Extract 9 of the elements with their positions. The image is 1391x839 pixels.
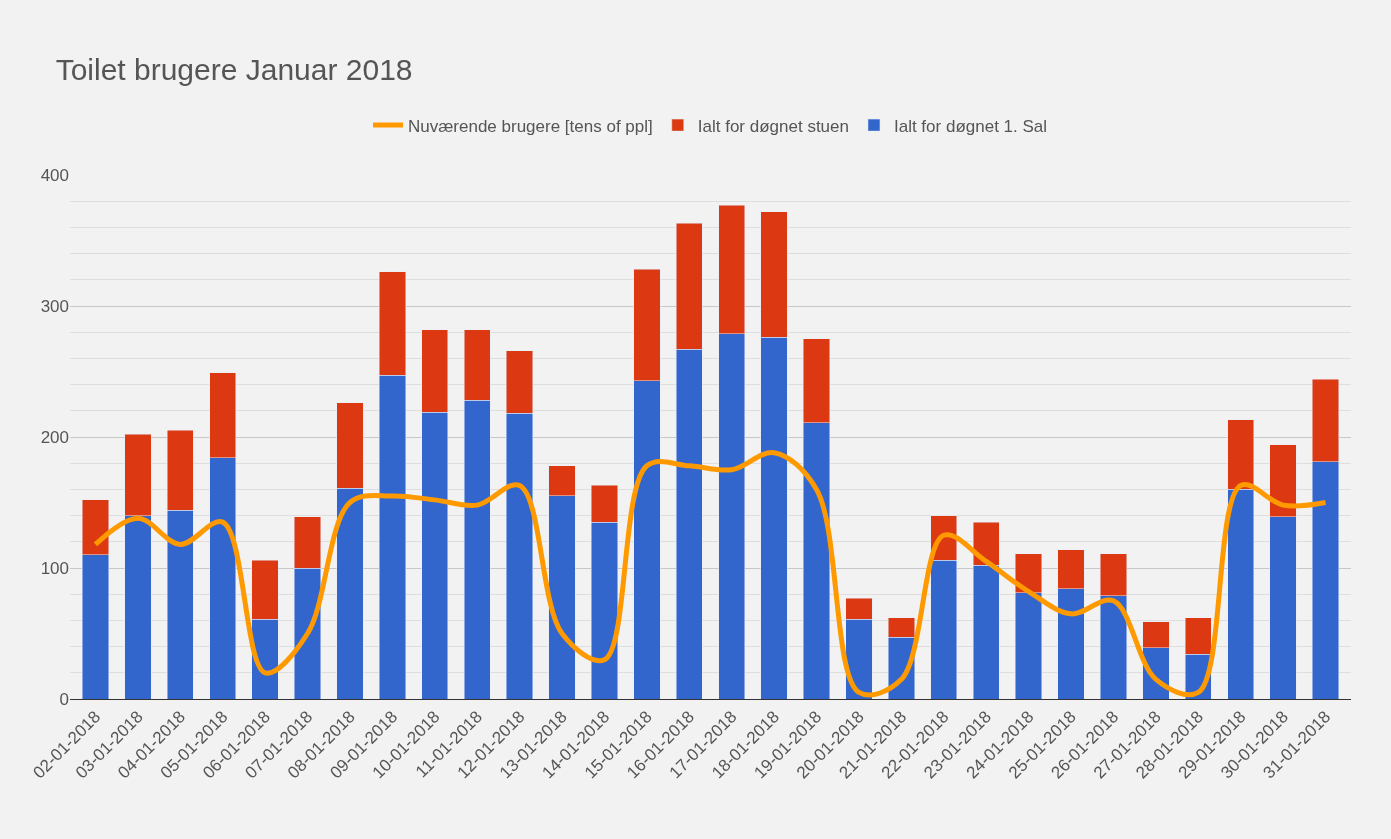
y-tick-label: 100 xyxy=(40,558,69,578)
legend-label: Ialt for døgnet 1. Sal xyxy=(893,116,1048,136)
y-tick-label: 400 xyxy=(40,165,69,185)
y-tick-label: 200 xyxy=(40,427,69,447)
y-tick-label: 0 xyxy=(59,689,69,709)
legend-label: Ialt for døgnet stuen xyxy=(697,116,849,136)
legend-label: Nuværende brugere [tens of ppl] xyxy=(408,116,653,136)
y-tick-label: 300 xyxy=(40,296,69,316)
chart-title: Toilet brugere Januar 2018 xyxy=(55,52,413,86)
